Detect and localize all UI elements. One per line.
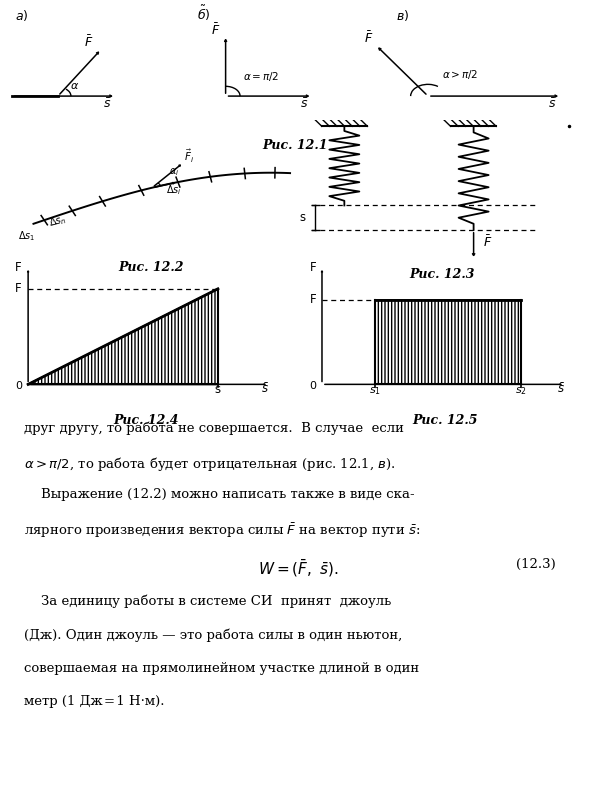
Text: лярного произведения вектора силы $\bar{F}$ на вектор пути $\bar{s}$:: лярного произведения вектора силы $\bar{… (24, 521, 420, 540)
Text: $s_1$: $s_1$ (369, 385, 381, 397)
Text: $в)$: $в)$ (396, 8, 409, 23)
Text: $\alpha>\pi/2$: $\alpha>\pi/2$ (442, 68, 479, 81)
Text: $\Delta s_n$: $\Delta s_n$ (47, 212, 68, 230)
Text: (12.3): (12.3) (516, 558, 556, 571)
Text: $\bar{s}$: $\bar{s}$ (548, 97, 556, 111)
Text: совершаемая на прямолинейном участке длиной в один: совершаемая на прямолинейном участке дли… (24, 662, 419, 675)
Text: $\bar{s}$: $\bar{s}$ (558, 383, 565, 396)
Text: F: F (310, 261, 316, 274)
Text: $\bar{s}$: $\bar{s}$ (300, 97, 308, 111)
Text: метр (1 Дж = 1 Н·м).: метр (1 Дж = 1 Н·м). (24, 695, 164, 708)
Text: F: F (15, 261, 21, 274)
Text: 0: 0 (15, 380, 22, 391)
Text: $\bar{F}$: $\bar{F}$ (365, 31, 373, 46)
Text: Рис. 12.2: Рис. 12.2 (118, 261, 183, 274)
Text: Рис. 12.3: Рис. 12.3 (409, 268, 476, 281)
Text: $\alpha_i$: $\alpha_i$ (169, 166, 180, 178)
Text: друг другу, то работа не совершается.  В случае  если: друг другу, то работа не совершается. В … (24, 422, 404, 435)
Text: (Дж). Один джоуль — это работа силы в один ньютон,: (Дж). Один джоуль — это работа силы в од… (24, 629, 402, 642)
Text: $\vec{F}_i$: $\vec{F}_i$ (185, 148, 195, 165)
Text: $\alpha=\pi/2$: $\alpha=\pi/2$ (243, 71, 280, 84)
Text: $\tilde{б})$: $\tilde{б})$ (196, 3, 210, 23)
Text: $\bar{F}$: $\bar{F}$ (84, 35, 93, 50)
Text: s: s (299, 211, 306, 224)
Text: Рис. 12.1: Рис. 12.1 (262, 139, 328, 152)
Text: $s_2$: $s_2$ (515, 385, 527, 397)
Text: Рис. 12.5: Рис. 12.5 (412, 414, 478, 427)
Text: $\alpha>\pi/2$, то работа будет отрицательная (рис. 12.1, $в$).: $\alpha>\pi/2$, то работа будет отрицате… (24, 455, 395, 473)
Text: Рис. 12.4: Рис. 12.4 (114, 414, 179, 427)
Text: Выражение (12.2) можно написать также в виде ска-: Выражение (12.2) можно написать также в … (24, 488, 414, 501)
Text: $\bar{F}$: $\bar{F}$ (483, 235, 492, 251)
Text: F: F (310, 294, 316, 307)
Text: $\Delta s_i$: $\Delta s_i$ (166, 183, 182, 197)
Text: $a)$: $a)$ (15, 8, 28, 23)
Text: F: F (15, 282, 21, 295)
Text: $\alpha$: $\alpha$ (70, 81, 78, 91)
Text: 0: 0 (310, 380, 317, 391)
Text: $\bar{F}$: $\bar{F}$ (211, 23, 221, 38)
Text: $\bar{s}$: $\bar{s}$ (261, 383, 268, 396)
Text: s: s (215, 383, 221, 396)
Text: $\Delta s_1$: $\Delta s_1$ (18, 230, 35, 243)
Text: $\bar{s}$: $\bar{s}$ (103, 97, 112, 111)
Text: За единицу работы в системе СИ  принят  джоуль: За единицу работы в системе СИ принят дж… (24, 594, 391, 608)
Text: $W = (\bar{F},\ \bar{s}).$: $W = (\bar{F},\ \bar{s}).$ (258, 558, 338, 579)
